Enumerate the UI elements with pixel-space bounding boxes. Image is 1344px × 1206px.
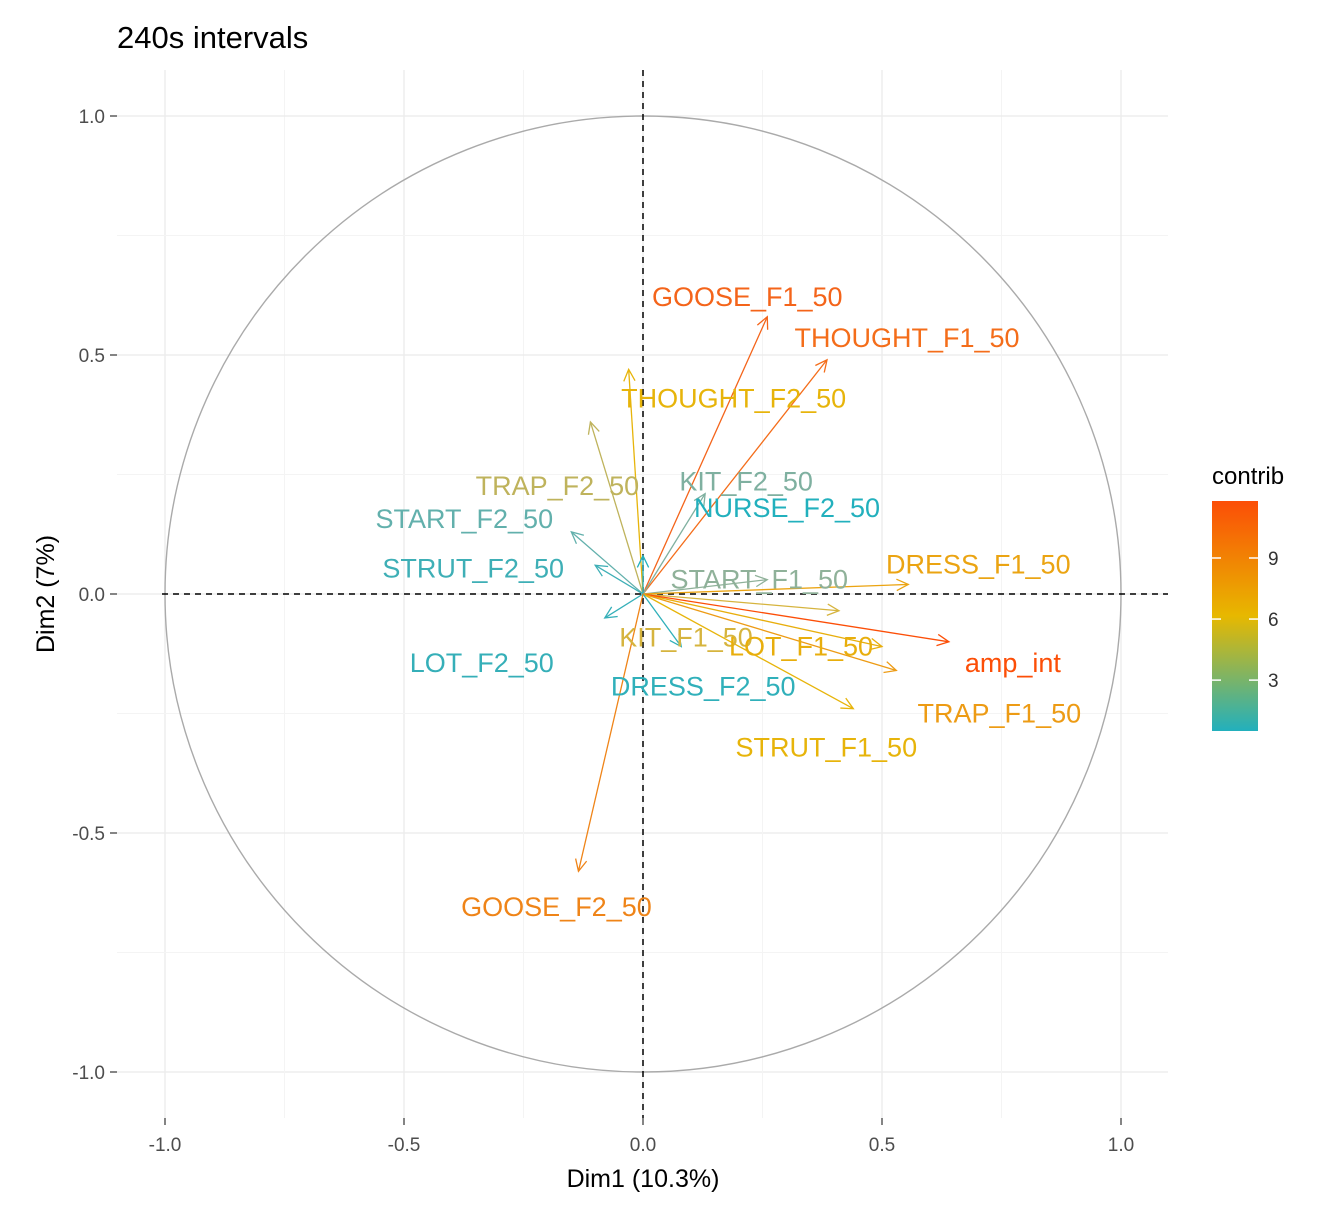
arrow-head: [593, 564, 609, 577]
arrow-head: [574, 858, 588, 873]
arrow-shaft: [577, 593, 644, 872]
variable-arrow: [642, 593, 951, 647]
x-tick-label: -1.0: [149, 1135, 182, 1156]
legend-colorbar: [1212, 501, 1258, 731]
contrib-legend: contrib 3 6 9: [1212, 463, 1284, 731]
variable-label: START_F1_50: [670, 565, 848, 595]
arrow-head: [936, 633, 951, 647]
variable-label: LOT_F2_50: [410, 648, 554, 678]
variable-arrow: [642, 593, 884, 651]
arrow-head: [896, 578, 910, 592]
variable-label: THOUGHT_F1_50: [794, 323, 1019, 353]
legend-title: contrib: [1212, 463, 1284, 490]
y-tick-label: -0.5: [72, 824, 105, 845]
arrow-shaft: [628, 369, 644, 595]
variable-label: KIT_F1_50: [619, 623, 753, 653]
variable-arrow: [642, 492, 706, 595]
arrow-shaft: [589, 421, 644, 595]
legend-tick-label: 3: [1268, 671, 1279, 692]
x-tick-label: 0.0: [630, 1135, 656, 1156]
variable-label: NURSE_F2_50: [694, 493, 880, 523]
variable-labels: GOOSE_F1_50 THOUGHT_F1_50 THOUGHT_F2_50 TRA…: [376, 282, 1082, 922]
arrow-shaft: [604, 593, 644, 619]
legend-tick-label: 6: [1268, 610, 1279, 631]
arrow-shaft: [642, 593, 883, 648]
arrow-head: [570, 530, 585, 545]
chart-title: 240s intervals: [117, 20, 308, 55]
y-tick-label: 0.5: [79, 346, 105, 367]
variable-arrow: [636, 554, 650, 594]
variable-arrow: [593, 564, 644, 595]
x-tick-label: 0.5: [869, 1135, 895, 1156]
y-tick-label: -1.0: [72, 1063, 105, 1084]
arrow-head: [754, 574, 769, 588]
arrow-shaft: [642, 583, 909, 595]
variable-label: LOT_F1_50: [729, 632, 873, 662]
arrow-shaft: [642, 493, 706, 595]
variable-arrow: [642, 593, 841, 616]
variable-arrow: [642, 593, 855, 710]
variable-label: KIT_F2_50: [679, 467, 813, 497]
arrow-shaft: [594, 564, 644, 595]
y-axis-title: Dim2 (7%): [32, 535, 60, 653]
variable-label: THOUGHT_F2_50: [621, 383, 846, 413]
arrow-head: [693, 492, 706, 507]
x-axis-title: Dim1 (10.3%): [567, 1165, 720, 1193]
y-tick-label: 1.0: [79, 107, 105, 128]
arrow-head: [815, 358, 828, 373]
arrow-head: [840, 697, 855, 710]
variable-arrow: [642, 358, 828, 595]
x-tick-label: 1.0: [1108, 1135, 1134, 1156]
variable-arrow: [642, 578, 910, 595]
arrow-head: [603, 606, 618, 619]
x-axis-ticks: -1.0 -0.5 0.0 0.5 1.0: [149, 1118, 1134, 1156]
arrow-shaft: [642, 316, 768, 595]
arrow-head: [669, 633, 683, 648]
variable-arrow: [642, 315, 769, 595]
y-tick-label: 0.0: [79, 585, 105, 606]
arrow-shaft: [642, 579, 768, 595]
y-axis-ticks: -1.0 -0.5 0.0 0.5 1.0: [72, 107, 117, 1084]
x-tick-label: -0.5: [388, 1135, 421, 1156]
variable-label: TRAP_F1_50: [918, 698, 1082, 728]
legend-ticks: 3 6 9: [1212, 549, 1279, 692]
variable-label: STRUT_F1_50: [736, 733, 918, 763]
arrow-shaft: [642, 593, 897, 672]
arrow-head: [636, 554, 650, 568]
variable-label: DRESS_F2_50: [611, 672, 796, 702]
variable-label: GOOSE_F1_50: [652, 282, 843, 312]
arrow-head: [883, 661, 898, 674]
reference-lines: [162, 70, 1168, 1118]
arrow-shaft: [642, 593, 840, 612]
arrow-shaft: [642, 593, 682, 647]
variable-arrow: [642, 593, 898, 674]
arrow-shaft: [642, 359, 828, 595]
arrow-head: [587, 420, 600, 435]
arrow-shaft: [642, 593, 854, 710]
variable-label: START_F2_50: [376, 504, 554, 534]
legend-tick-label: 9: [1268, 549, 1279, 570]
arrow-head: [756, 315, 769, 330]
variable-label: GOOSE_F2_50: [461, 892, 652, 922]
variable-arrow: [570, 530, 644, 595]
arrow-head: [623, 367, 636, 382]
variable-arrow: [574, 593, 644, 873]
arrow-head: [869, 638, 884, 651]
variable-label: DRESS_F1_50: [886, 549, 1071, 579]
variable-arrow: [623, 367, 644, 595]
variable-arrow: [587, 420, 644, 595]
variable-label: amp_int: [965, 648, 1062, 678]
arrow-head: [826, 603, 841, 616]
arrow-shaft: [642, 593, 950, 643]
variable-label: STRUT_F2_50: [382, 553, 564, 583]
variable-arrow: [642, 593, 683, 648]
variable-arrow: [603, 593, 644, 619]
arrow-shaft: [570, 531, 644, 595]
variable-arrow: [642, 574, 769, 595]
variable-arrows: [570, 315, 951, 873]
variable-label: TRAP_F2_50: [476, 471, 640, 501]
